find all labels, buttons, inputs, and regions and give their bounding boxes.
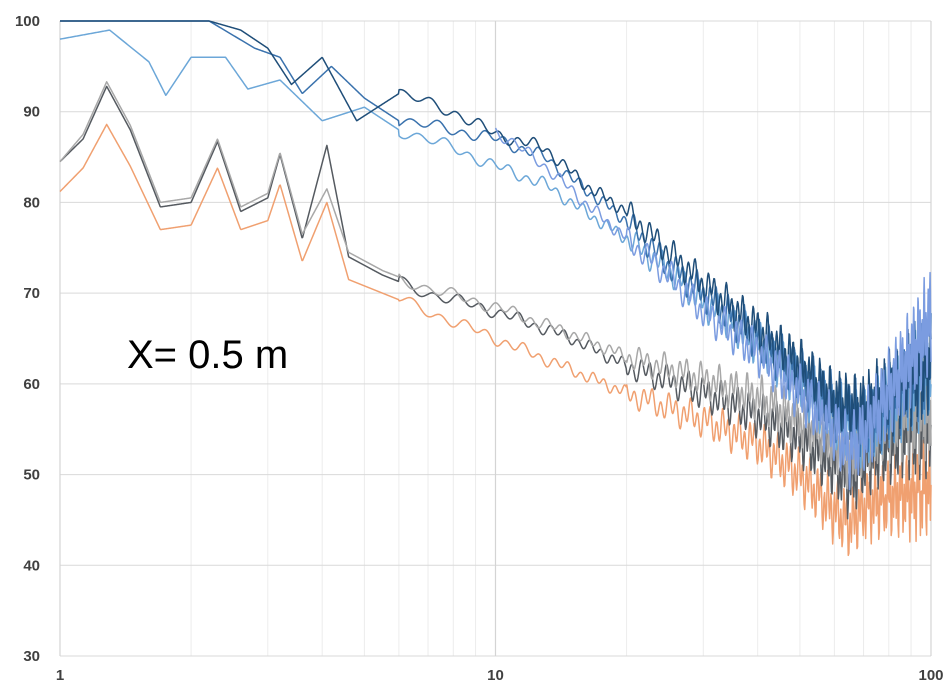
y-tick-label: 90 <box>23 104 40 121</box>
series-line-3 <box>59 81 932 490</box>
y-tick-label: 30 <box>23 648 40 665</box>
x-tick-label: 100 <box>918 667 943 684</box>
series-line-1 <box>59 123 932 557</box>
x-tick-label: 10 <box>487 667 504 684</box>
series-line-7 <box>494 127 932 491</box>
y-tick-label: 50 <box>23 467 40 484</box>
y-tick-label: 100 <box>15 13 40 30</box>
y-tick-label: 80 <box>23 194 40 211</box>
minor-gridlines <box>190 21 912 656</box>
series-layer <box>59 20 932 557</box>
x-tick-label: 1 <box>56 667 64 684</box>
series-line-4 <box>59 29 932 469</box>
y-tick-label: 40 <box>23 557 40 574</box>
y-axis-ticks: 30 40 50 60 70 80 90 100 <box>15 13 40 665</box>
series-line-6 <box>59 20 932 445</box>
y-tick-label: 70 <box>23 285 40 302</box>
chart-annotation: X= 0.5 m <box>127 333 288 377</box>
y-tick-label: 60 <box>23 376 40 393</box>
x-axis-ticks: 1 10 100 <box>56 667 944 684</box>
